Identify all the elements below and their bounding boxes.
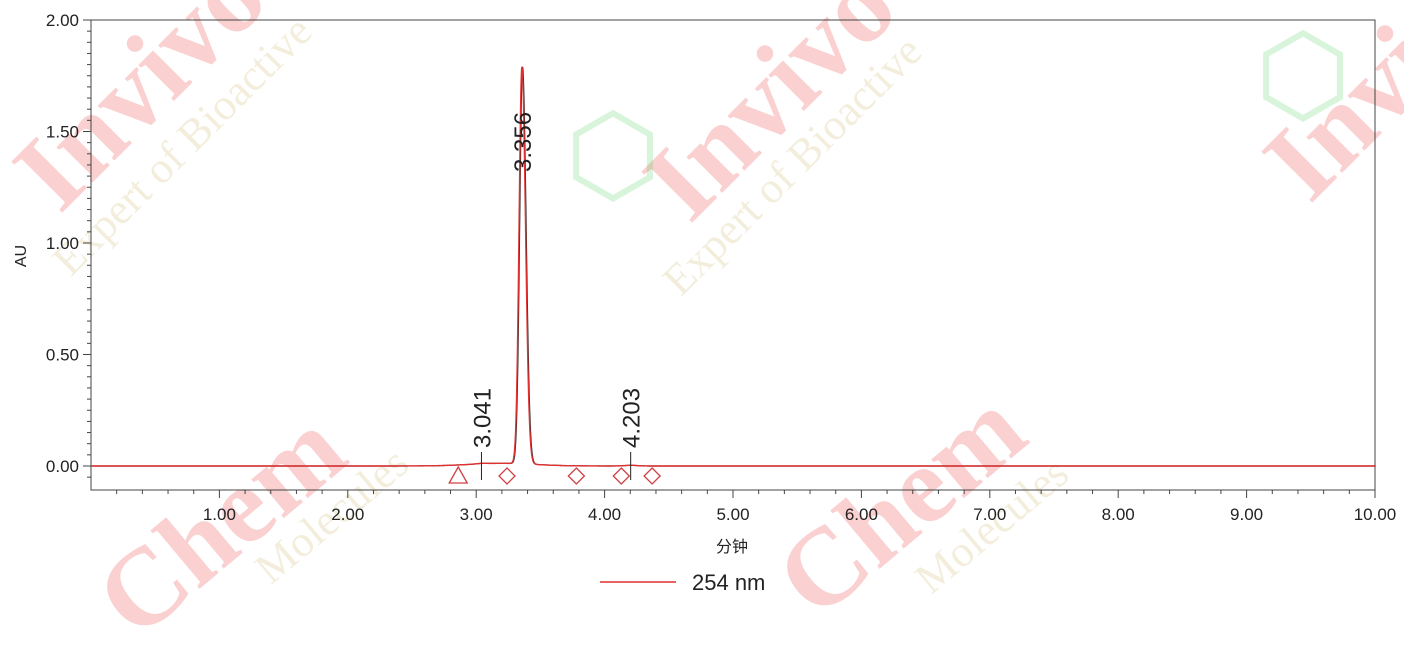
peak-start-triangle-marker — [448, 465, 469, 484]
peak-boundary-diamond-marker — [498, 467, 516, 485]
peak-boundary-diamond-marker — [567, 467, 586, 485]
peak-retention-label: 3.356 — [510, 112, 537, 172]
x-tick-label: 10.00 — [1354, 505, 1397, 524]
x-tick-label: 6.00 — [845, 505, 878, 524]
peak-boundary-diamond-marker — [612, 467, 631, 485]
x-tick-label: 4.00 — [588, 505, 621, 524]
y-tick-label: 0.00 — [46, 457, 79, 476]
x-axis-ticks: 1.00 2.00 3.00 4.00 5.00 6.00 7.00 8.00 9.00 10.0… — [116, 490, 1397, 524]
plot-border — [90, 19, 1376, 491]
y-tick-label: 1.50 — [46, 123, 79, 142]
integration-markers — [448, 465, 662, 485]
y-axis-ticks: 0.00 0.50 1.00 1.50 2.00 — [46, 11, 91, 478]
y-tick-label: 1.00 — [46, 234, 79, 253]
y-axis-title: AU — [13, 245, 30, 267]
y-tick-label: 0.50 — [46, 346, 79, 365]
chromatogram-chart: 1.00 2.00 3.00 4.00 5.00 6.00 7.00 8.00 9.00 10.0… — [13, 11, 1397, 594]
x-tick-label: 2.00 — [331, 505, 364, 524]
x-tick-label: 9.00 — [1230, 505, 1263, 524]
x-tick-label: 7.00 — [973, 505, 1006, 524]
trace-shadow-line — [91, 66, 1376, 467]
x-tick-label: 3.00 — [460, 505, 493, 524]
traces — [91, 66, 1376, 467]
legend-entry: 254 nm — [692, 570, 765, 594]
y-tick-label: 2.00 — [46, 11, 79, 30]
x-tick-label: 1.00 — [203, 505, 236, 524]
peak-boundary-diamond-marker — [643, 467, 662, 485]
legend: 254 nm — [600, 570, 765, 594]
peak-retention-label: 3.041 — [469, 388, 496, 448]
plot-frame — [90, 19, 1376, 491]
x-tick-label: 8.00 — [1102, 505, 1135, 524]
peak-labels: 3.041 3.356 4.203 — [469, 112, 646, 480]
x-axis-title: 分钟 — [716, 538, 748, 556]
series-line-254nm — [91, 66, 1375, 467]
x-tick-label: 5.00 — [716, 505, 749, 524]
peak-retention-label: 4.203 — [619, 388, 646, 448]
